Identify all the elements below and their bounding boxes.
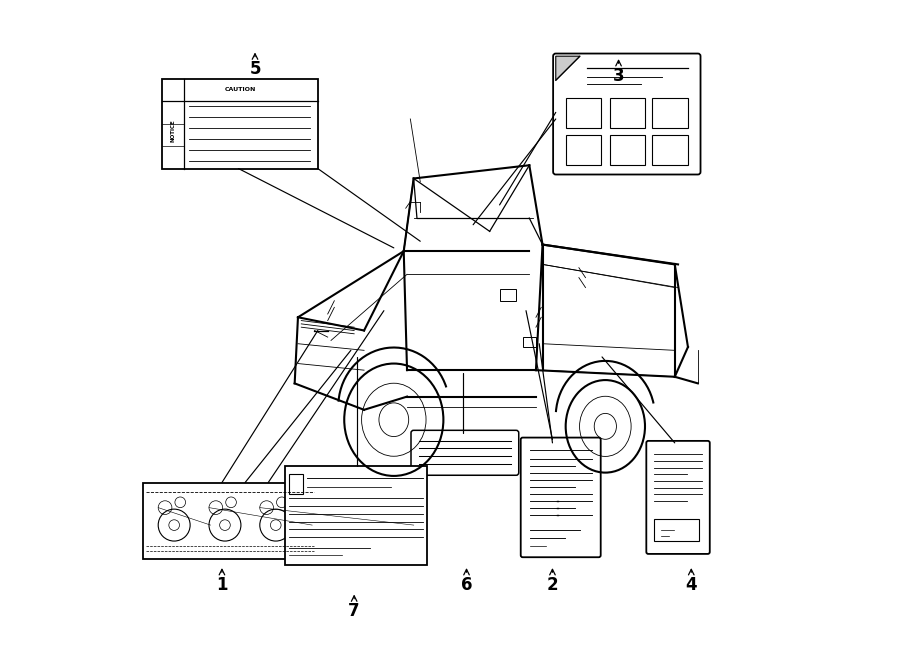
Text: 2: 2 <box>546 576 558 594</box>
FancyBboxPatch shape <box>284 466 427 565</box>
FancyBboxPatch shape <box>610 135 645 165</box>
FancyBboxPatch shape <box>654 520 699 541</box>
FancyBboxPatch shape <box>521 438 600 557</box>
FancyBboxPatch shape <box>554 54 700 175</box>
FancyBboxPatch shape <box>142 483 318 559</box>
FancyBboxPatch shape <box>523 337 536 347</box>
FancyBboxPatch shape <box>289 474 303 494</box>
FancyBboxPatch shape <box>652 135 688 165</box>
Text: NOTICE: NOTICE <box>171 120 176 143</box>
FancyBboxPatch shape <box>610 98 645 128</box>
FancyBboxPatch shape <box>163 79 318 169</box>
FancyBboxPatch shape <box>652 98 688 128</box>
Text: 6: 6 <box>461 576 472 594</box>
FancyBboxPatch shape <box>646 441 710 554</box>
FancyBboxPatch shape <box>566 135 601 165</box>
Text: 4: 4 <box>686 576 698 594</box>
Text: 1: 1 <box>216 576 228 594</box>
FancyBboxPatch shape <box>411 430 518 475</box>
Text: 3: 3 <box>613 67 625 85</box>
FancyBboxPatch shape <box>500 289 516 301</box>
Polygon shape <box>556 56 580 81</box>
FancyBboxPatch shape <box>566 98 601 128</box>
Text: CAUTION: CAUTION <box>224 87 256 93</box>
Text: 7: 7 <box>348 602 360 621</box>
Text: 5: 5 <box>249 60 261 79</box>
